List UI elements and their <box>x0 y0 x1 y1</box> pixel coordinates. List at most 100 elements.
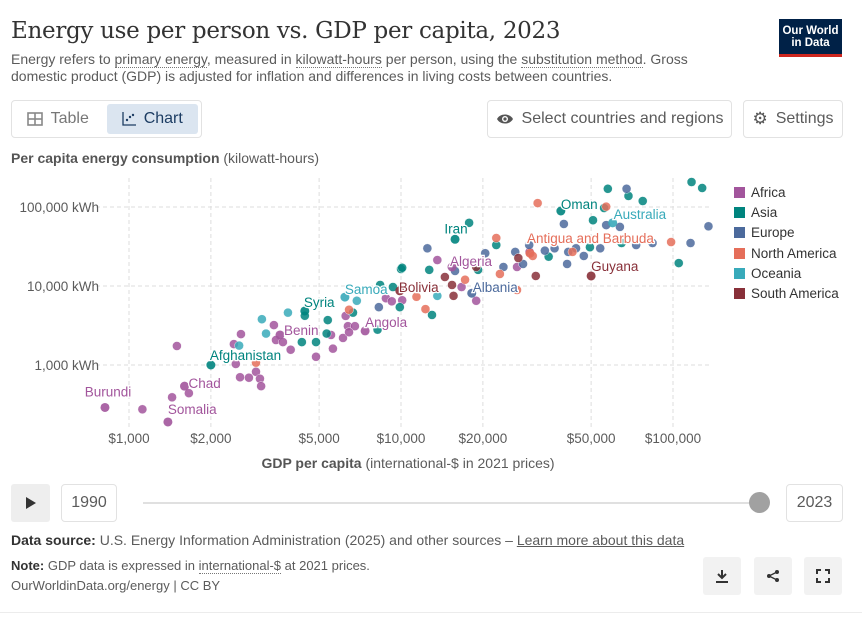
data-point[interactable] <box>432 291 443 301</box>
data-point-afghanistan[interactable] <box>206 360 216 370</box>
data-point-chad[interactable] <box>180 381 190 391</box>
data-point[interactable] <box>638 196 648 206</box>
data-point[interactable] <box>344 305 354 315</box>
data-point[interactable] <box>244 373 254 383</box>
data-point[interactable] <box>562 259 572 269</box>
download-button[interactable] <box>703 557 741 595</box>
data-point[interactable] <box>344 327 354 337</box>
data-point[interactable] <box>172 341 182 351</box>
data-point[interactable] <box>674 258 684 268</box>
credit-link[interactable]: OurWorldinData.org/energy | CC BY <box>11 578 221 593</box>
data-point-iran[interactable] <box>450 234 460 244</box>
select-countries-button[interactable]: Select countries and regions <box>487 100 732 138</box>
data-point-burundi[interactable] <box>100 402 110 412</box>
data-point[interactable] <box>387 296 397 307</box>
data-point-angola[interactable] <box>360 326 370 336</box>
data-point-oman[interactable] <box>556 206 566 216</box>
data-point[interactable] <box>631 240 641 250</box>
data-point[interactable] <box>323 315 333 325</box>
data-point[interactable] <box>395 302 405 312</box>
data-point[interactable] <box>424 265 434 275</box>
data-point[interactable] <box>697 183 707 193</box>
data-point[interactable] <box>460 275 470 285</box>
data-point[interactable] <box>184 388 194 398</box>
legend-item[interactable]: Oceania <box>734 263 839 283</box>
data-point[interactable] <box>703 221 714 231</box>
play-button[interactable] <box>11 484 50 522</box>
data-point[interactable] <box>616 238 627 248</box>
end-year-box[interactable]: 2023 <box>786 484 843 522</box>
data-point[interactable] <box>532 198 543 208</box>
data-point-syria[interactable] <box>300 306 310 316</box>
start-year-box[interactable]: 1990 <box>61 484 117 522</box>
data-point[interactable] <box>447 280 457 290</box>
data-point[interactable] <box>540 245 550 256</box>
legend-item[interactable]: Africa <box>734 182 839 202</box>
data-point[interactable] <box>549 243 560 254</box>
data-point[interactable] <box>427 310 437 320</box>
data-point[interactable] <box>137 404 148 414</box>
data-point[interactable] <box>297 337 307 347</box>
data-point[interactable] <box>464 218 474 228</box>
fullscreen-button[interactable] <box>804 557 842 595</box>
data-point[interactable] <box>311 337 321 347</box>
data-point[interactable] <box>615 222 625 232</box>
data-point[interactable] <box>686 177 697 187</box>
data-point[interactable] <box>375 280 385 290</box>
substitution-method-link[interactable]: substitution method <box>521 51 643 68</box>
data-point-benin[interactable] <box>275 330 285 340</box>
data-point[interactable] <box>231 359 241 369</box>
data-point-guyana[interactable] <box>586 271 596 281</box>
legend-item[interactable]: Europe <box>734 223 839 243</box>
data-point[interactable] <box>559 219 569 229</box>
share-button[interactable] <box>754 557 792 595</box>
data-point[interactable] <box>513 253 524 263</box>
data-point[interactable] <box>372 324 383 335</box>
data-point[interactable] <box>585 242 595 252</box>
data-point[interactable] <box>397 263 407 273</box>
data-point[interactable] <box>495 269 505 279</box>
data-point-somalia[interactable] <box>163 417 173 427</box>
legend-item[interactable]: South America <box>734 283 839 303</box>
data-point[interactable] <box>480 248 490 258</box>
data-point[interactable] <box>512 285 522 295</box>
data-point[interactable] <box>621 184 632 194</box>
data-point[interactable] <box>588 215 598 225</box>
learn-more-link[interactable]: Learn more about this data <box>516 532 685 548</box>
international-dollar-link[interactable]: international-$ <box>198 558 282 574</box>
data-point[interactable] <box>234 340 244 351</box>
data-point[interactable] <box>603 184 613 194</box>
data-point[interactable] <box>647 238 658 248</box>
data-point-albania[interactable] <box>467 288 477 298</box>
data-point[interactable] <box>448 291 459 301</box>
data-point[interactable] <box>352 296 362 306</box>
data-point[interactable] <box>251 357 261 368</box>
settings-button[interactable]: ⚙ Settings <box>743 100 843 138</box>
legend-item[interactable]: Asia <box>734 202 839 222</box>
tab-table[interactable]: Table <box>12 101 104 137</box>
data-point[interactable] <box>601 201 611 212</box>
data-point[interactable] <box>350 321 360 331</box>
data-point[interactable] <box>491 233 501 243</box>
data-point-samoa[interactable] <box>340 292 350 302</box>
data-point[interactable] <box>471 262 481 272</box>
kilowatt-hours-link[interactable]: kilowatt-hours <box>295 51 382 68</box>
data-point[interactable] <box>285 345 296 355</box>
data-point[interactable] <box>321 328 332 339</box>
data-point[interactable] <box>269 320 279 330</box>
data-point[interactable] <box>236 329 246 339</box>
data-point[interactable] <box>328 343 338 354</box>
data-point[interactable] <box>257 314 267 324</box>
data-point[interactable] <box>595 243 605 254</box>
primary-energy-link[interactable]: primary energy <box>114 51 207 68</box>
data-point[interactable] <box>338 333 348 343</box>
data-point[interactable] <box>567 247 578 257</box>
data-point[interactable] <box>235 372 245 382</box>
data-point-algeria[interactable] <box>447 262 457 272</box>
data-point[interactable] <box>420 304 431 314</box>
data-point[interactable] <box>411 292 422 302</box>
data-point[interactable] <box>471 296 481 306</box>
data-point[interactable] <box>374 302 384 312</box>
data-point[interactable] <box>579 251 589 261</box>
data-point[interactable] <box>432 255 443 265</box>
